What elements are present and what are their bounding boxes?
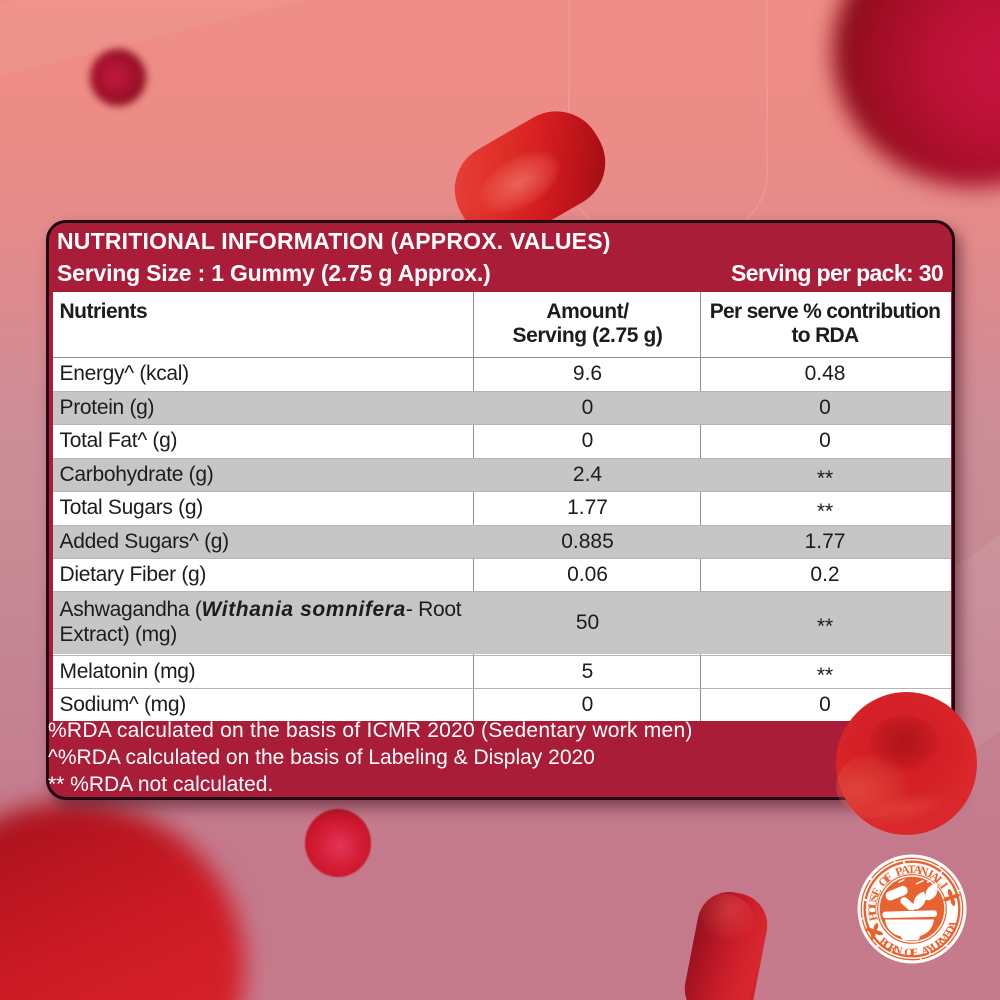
svg-text:J: J (924, 866, 936, 881)
svg-text:F: F (911, 947, 919, 959)
svg-text:S: S (866, 892, 881, 903)
svg-text:H: H (865, 910, 881, 922)
svg-text:O: O (865, 905, 879, 915)
svg-text:T: T (908, 862, 916, 876)
svg-text:U: U (865, 898, 880, 909)
svg-text:A: A (900, 862, 911, 877)
svg-text:O: O (904, 947, 914, 960)
svg-text:P: P (893, 864, 904, 880)
svg-text:A: A (913, 862, 924, 877)
